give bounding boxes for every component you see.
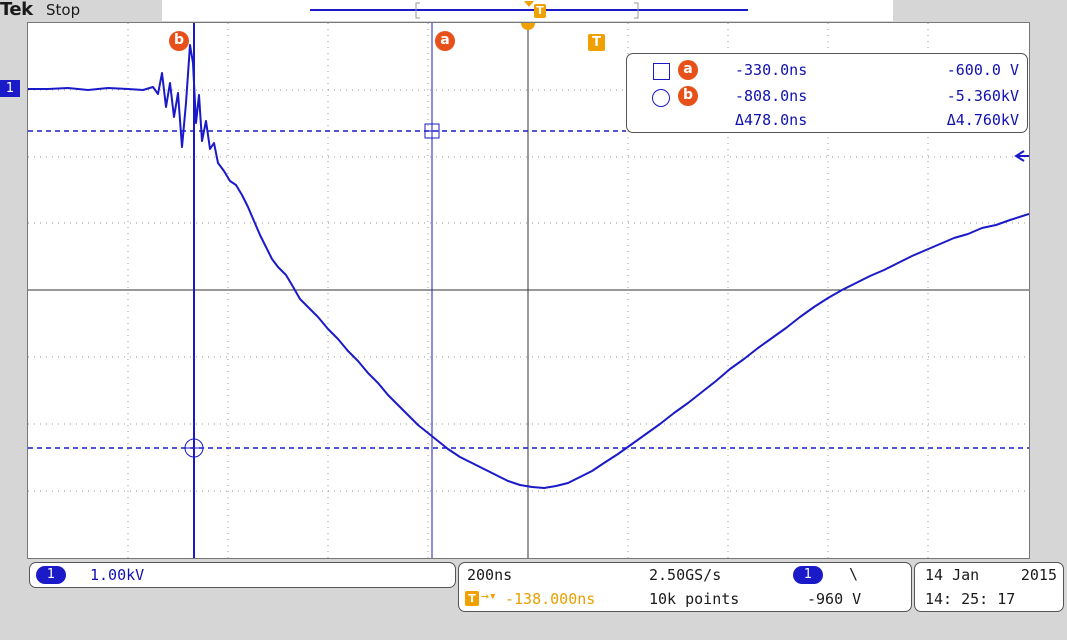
readout-b-tag: b <box>678 86 698 106</box>
trigger-offset-badge: T <box>465 591 479 606</box>
date-day: 14 Jan <box>925 566 980 584</box>
cursor-readout-panel: a -330.0ns -600.0 V b -808.0ns -5.360kV … <box>626 53 1028 133</box>
time-of-day: 14: 25: 17 <box>925 590 1016 608</box>
readout-a-tag: a <box>678 60 698 80</box>
cursor-a-crosshair <box>424 123 440 139</box>
waveform-trace <box>28 44 1029 489</box>
trigger-position-marker <box>524 1 534 7</box>
trigger-offset: -138.000ns <box>505 590 596 608</box>
cursor-b-value: -5.360kV <box>946 87 1019 105</box>
record-view-bar[interactable]: T <box>162 0 893 21</box>
timebase-per-div: 200ns <box>467 566 513 584</box>
cursor-a-value: -600.0 V <box>946 61 1019 79</box>
trigger-time-marker <box>521 23 535 30</box>
datetime-panel: 14 Jan 2015 14: 25: 17 <box>914 562 1064 612</box>
delta-time: Δ478.0ns <box>735 111 808 129</box>
square-icon <box>653 63 670 80</box>
top-bar: Tek Stop T <box>0 0 1067 22</box>
trigger-slope: \ <box>849 565 859 583</box>
cursor-b-time: -808.0ns <box>735 87 808 105</box>
record-length: 10k points <box>649 590 740 608</box>
cursor-a-time: -330.0ns <box>735 61 808 79</box>
channel-1-level-marker[interactable]: 1 <box>0 80 20 97</box>
horizontal-trigger-panel[interactable]: 200ns 2.50GS/s 1 \ T →▾ -138.000ns 10k p… <box>458 562 912 612</box>
channel-1-scale: 1.00kV <box>90 566 145 584</box>
channel-1-badge: 1 <box>36 566 66 584</box>
record-view-graphic <box>310 1 748 19</box>
trigger-position-badge: T <box>534 4 546 18</box>
waveform-display[interactable]: b a T a -330.0ns -600.0 V b -808.0ns -5.… <box>27 22 1030 559</box>
trigger-level: -960 V <box>807 590 862 608</box>
channel-panel[interactable]: 1 1.00kV <box>29 562 456 588</box>
sample-rate: 2.50GS/s <box>649 566 722 584</box>
trigger-source-badge: 1 <box>793 566 823 584</box>
date-year: 2015 <box>1020 566 1057 584</box>
cursor-b-tag[interactable]: b <box>169 31 189 51</box>
cursor-b-crosshair <box>184 438 204 458</box>
trigger-point-badge[interactable]: T <box>588 34 605 51</box>
delta-value: Δ4.760kV <box>946 111 1019 129</box>
acquisition-status: Stop <box>46 1 81 19</box>
cursor-a-tag[interactable]: a <box>435 31 455 51</box>
trigger-offset-arrows: →▾ <box>481 589 497 604</box>
brand-logo: Tek <box>0 0 33 20</box>
circle-icon <box>652 89 670 107</box>
